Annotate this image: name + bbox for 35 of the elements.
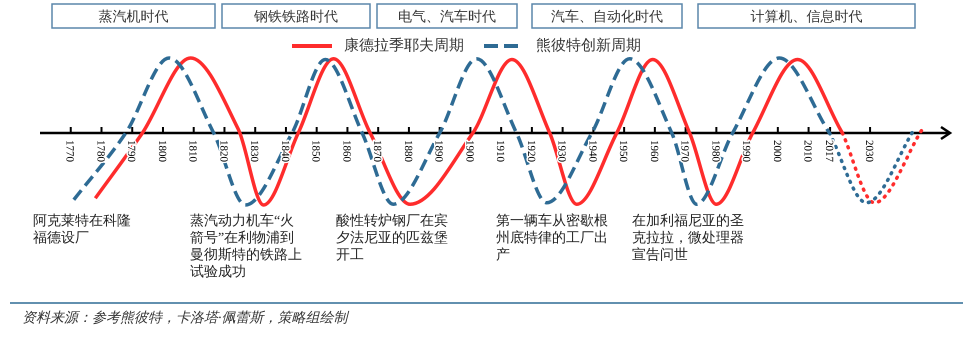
x-tick-label: 2000 [770, 140, 783, 162]
x-tick-label: 2017 [823, 140, 836, 162]
x-tick-label: 1790 [125, 140, 138, 162]
text: 资料来源：参考熊彼特，卡洛塔·佩蕾斯，策略组绘制 [22, 310, 348, 327]
x-tick-label: 1990 [740, 140, 752, 162]
x-tick-label: 1980 [709, 140, 722, 162]
x-tick-label: 1900 [463, 140, 476, 162]
x-tick-label: 1810 [186, 140, 199, 162]
x-tick-label: 1940 [586, 140, 598, 162]
x-tick-label: 1860 [340, 140, 352, 162]
x-tick-label: 2030 [863, 140, 876, 162]
x-tick-label: 1920 [524, 140, 537, 162]
text: 阿克莱特在科隆福德设厂 [33, 213, 132, 247]
x-tick-label: 1870 [371, 140, 384, 162]
x-tick-label: 1930 [556, 140, 568, 162]
text: 第一辆车从密歇根州底特律的工厂出产 [496, 213, 609, 264]
x-tick-label: 1890 [432, 140, 445, 162]
x-tick-label: 1780 [94, 140, 106, 162]
legend-label: 熊彼特创新周期 [536, 36, 641, 55]
text: 酸性转炉钢厂在宾夕法尼亚的匹兹堡开工 [336, 213, 449, 264]
legend-label: 康德拉季耶夫周期 [344, 36, 464, 55]
text: 蒸汽动力机车“火箭号”在利物浦到曼彻斯特的铁路上试验成功 [190, 213, 303, 281]
x-tick-label: 1880 [402, 140, 414, 162]
x-tick-label: 1800 [156, 140, 168, 162]
x-tick-label: 1850 [310, 140, 322, 162]
text: 在加利福尼亚的圣克拉拉，微处理器宣告问世 [632, 213, 745, 264]
x-tick-label: 1910 [494, 140, 506, 162]
x-tick-label: 1830 [248, 140, 260, 162]
x-tick-label: 1820 [217, 140, 230, 162]
x-tick-label: 1840 [278, 140, 291, 162]
x-tick-label: 1770 [64, 140, 76, 162]
x-tick-label: 2010 [802, 140, 814, 162]
x-tick-label: 1950 [617, 140, 630, 162]
x-tick-label: 1970 [678, 140, 691, 162]
x-tick-label: 1960 [648, 140, 660, 162]
